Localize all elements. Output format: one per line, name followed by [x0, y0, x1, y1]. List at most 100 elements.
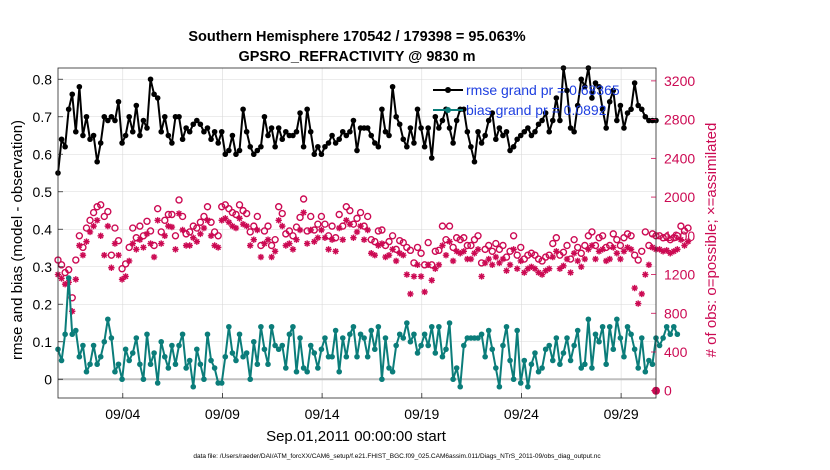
- assimilated-obs-marker: [432, 265, 439, 272]
- possible-obs-marker: [264, 222, 272, 230]
- bias-point: [222, 353, 229, 360]
- possible-obs-marker: [118, 265, 126, 273]
- bias-point: [133, 335, 140, 341]
- bias-point: [147, 361, 154, 368]
- assimilated-obs-marker: [460, 248, 467, 255]
- possible-obs-marker: [673, 232, 682, 240]
- assimilated-obs-marker: [229, 222, 236, 230]
- rmse-point: [240, 106, 246, 113]
- x-axis-label: Sep.01,2011 00:00:00 start: [266, 428, 447, 445]
- assimilated-obs-marker: [481, 259, 489, 267]
- rmse-point: [290, 132, 296, 139]
- bias-point: [208, 357, 214, 364]
- assimilated-obs-marker: [332, 248, 339, 255]
- bias-point: [112, 368, 118, 375]
- bias-point: [614, 316, 620, 323]
- bias-point: [97, 353, 104, 360]
- assimilated-obs-marker: [574, 257, 581, 265]
- assimilated-obs-marker: [677, 236, 685, 243]
- bias-point: [183, 365, 189, 371]
- assimilated-obs-marker: [613, 250, 621, 257]
- assimilated-obs-marker: [286, 240, 293, 247]
- possible-obs-marker: [161, 216, 169, 225]
- possible-obs-marker: [424, 238, 432, 247]
- possible-obs-marker: [509, 232, 518, 240]
- rmse-point: [421, 143, 428, 150]
- possible-obs-marker: [111, 224, 119, 232]
- assimilated-obs-marker: [546, 265, 553, 272]
- assimilated-obs-marker: [314, 234, 322, 241]
- assimilated-obs-marker: [606, 255, 613, 263]
- rmse-point: [275, 125, 282, 131]
- possible-obs-marker: [684, 224, 692, 232]
- possible-obs-marker: [456, 235, 464, 244]
- possible-obs-marker: [356, 208, 365, 217]
- bias-point: [649, 361, 656, 368]
- assimilated-obs-marker: [236, 215, 243, 222]
- assimilated-obs-marker: [282, 242, 290, 249]
- x-tick-label: 09/29: [604, 406, 639, 422]
- rmse-point: [364, 125, 371, 131]
- assimilated-obs-marker: [396, 250, 403, 257]
- assimilated-obs-marker: [642, 271, 649, 278]
- assimilated-obs-marker: [542, 267, 549, 274]
- assimilated-obs-marker: [656, 246, 663, 253]
- possible-obs-marker: [655, 232, 664, 240]
- assimilated-obs-marker: [382, 253, 389, 261]
- assimilated-obs-marker: [257, 253, 265, 261]
- assimilated-obs-marker: [617, 255, 624, 263]
- rmse-point: [318, 151, 325, 158]
- bias-point: [300, 365, 307, 371]
- bias-point: [525, 383, 531, 390]
- possible-obs-marker: [517, 243, 525, 252]
- rmse-point: [532, 128, 538, 135]
- bias-point: [261, 346, 268, 353]
- rmse-point: [133, 102, 140, 109]
- rmse-point: [535, 121, 542, 128]
- bias-point: [361, 335, 367, 341]
- possible-obs-marker: [367, 235, 375, 244]
- bias-point: [240, 353, 246, 360]
- y-tick-label: 0.8: [33, 71, 53, 87]
- possible-obs-marker: [492, 239, 500, 248]
- rmse-point: [154, 95, 161, 101]
- assimilated-obs-marker: [264, 236, 272, 243]
- right-y-tick-label: 1200: [664, 267, 695, 283]
- x-tick-label: 09/19: [404, 406, 439, 422]
- possible-obs-marker: [413, 243, 422, 252]
- right-y-tick-label: 2800: [664, 112, 695, 128]
- bias-point: [115, 361, 122, 368]
- bias-point: [169, 342, 175, 349]
- bias-point: [194, 346, 200, 353]
- assimilated-obs-marker: [93, 217, 101, 224]
- bias-point: [190, 383, 197, 390]
- assimilated-obs-marker: [214, 244, 222, 251]
- bias-point: [247, 376, 254, 383]
- possible-obs-marker: [648, 230, 657, 238]
- rmse-point: [126, 113, 132, 120]
- rmse-point: [272, 143, 278, 150]
- assimilated-obs-marker: [289, 246, 297, 253]
- rmse-point: [307, 128, 314, 135]
- rmse-point: [414, 106, 421, 113]
- assimilated-obs-marker: [492, 253, 500, 261]
- assimilated-obs-marker: [243, 222, 250, 230]
- bias-point: [599, 323, 606, 330]
- assimilated-obs-marker: [69, 308, 76, 315]
- rmse-point: [211, 128, 218, 135]
- bias-point: [638, 335, 645, 341]
- assimilated-obs-marker: [222, 215, 229, 222]
- rmse-point: [396, 121, 403, 128]
- assimilated-obs-marker: [225, 219, 233, 226]
- bias-point: [660, 335, 666, 341]
- right-y-axis: 0 400 800 1200 1600 2000 2400 2800 3200: [651, 73, 695, 399]
- rmse-point: [439, 117, 446, 124]
- bias-point: [382, 335, 389, 341]
- bias-point: [414, 350, 421, 356]
- assimilated-obs-marker: [197, 230, 204, 238]
- bias-point: [446, 320, 453, 326]
- rmse-point: [268, 125, 275, 131]
- possible-obs-marker: [253, 212, 262, 221]
- bias-point: [450, 376, 456, 383]
- assimilated-obs-marker: [599, 246, 606, 253]
